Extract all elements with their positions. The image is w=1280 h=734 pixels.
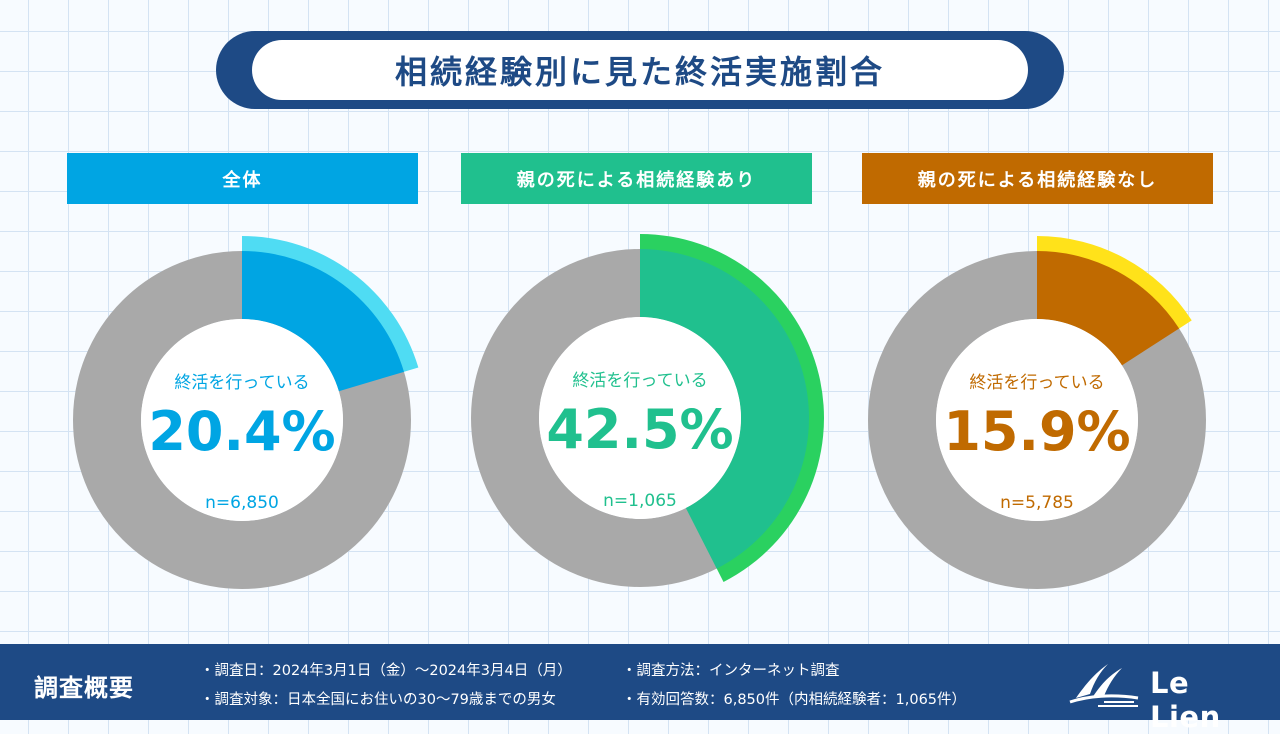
page-title: 相続経験別に見た終活実施割合: [394, 53, 885, 91]
donut-with-inheritance: 終活を行っている 42.5% n=1,065: [471, 234, 824, 587]
title-frame: 相続経験別に見た終活実施割合: [216, 31, 1064, 109]
survey-date: ・調査日：2024年3月1日（金）～2024年3月4日（月）: [200, 663, 572, 679]
survey-method: ・調査方法：インターネット調査: [622, 663, 840, 679]
survey-target: ・調査対象：日本全国にお住いの30～79歳までの男女: [200, 692, 556, 708]
segment-banner-overall: 全体: [67, 153, 418, 204]
donut-slice-shukatsu: [640, 249, 809, 569]
center-label: 終活を行っている: [572, 371, 707, 391]
donut-center: [936, 319, 1138, 521]
sample-size: n=6,850: [205, 493, 279, 513]
donut-center: [141, 319, 343, 521]
sample-size: n=1,065: [603, 491, 677, 511]
donut-charts: 終活を行っている 20.4% n=6,850 終活を行っている 42.5% n=1,065…: [73, 234, 1206, 589]
donut-without-inheritance: 終活を行っている 15.9% n=5,785: [868, 236, 1206, 589]
segment-banner-with-inheritance: 親の死による相続経験あり: [461, 153, 812, 204]
segment-banner-without-inheritance: 親の死による相続経験なし: [862, 153, 1213, 204]
survey-footer: 調査概要 ・調査日：2024年3月1日（金）～2024年3月4日（月） ・調査対…: [0, 644, 1280, 734]
percentage-value: 20.4%: [148, 400, 335, 463]
percentage-value: 15.9%: [943, 400, 1130, 463]
donut-overall: 終活を行っている 20.4% n=6,850: [73, 236, 419, 589]
percentage-value: 42.5%: [546, 398, 733, 461]
logo-text: Le Lien: [1150, 666, 1221, 734]
center-label: 終活を行っている: [969, 373, 1104, 393]
sample-size: n=5,785: [1000, 493, 1074, 513]
donut-slice-shukatsu: [1037, 251, 1180, 366]
title-pill: 相続経験別に見た終活実施割合: [252, 40, 1028, 100]
valid-responses: ・有効回答数：6,850件（内相続経験者：1,065件）: [622, 692, 967, 708]
center-label: 終活を行っている: [174, 373, 309, 393]
donut-highlight-rim: [1037, 236, 1192, 330]
donut-center: [539, 317, 741, 519]
le-lien-bird-logo-icon: [1069, 664, 1139, 707]
le-lien-logo: Le Lien: [1068, 654, 1268, 734]
donut-highlight-rim: [242, 236, 419, 373]
donut-slice-shukatsu: [242, 251, 404, 392]
survey-summary-heading: 調査概要: [34, 674, 134, 702]
